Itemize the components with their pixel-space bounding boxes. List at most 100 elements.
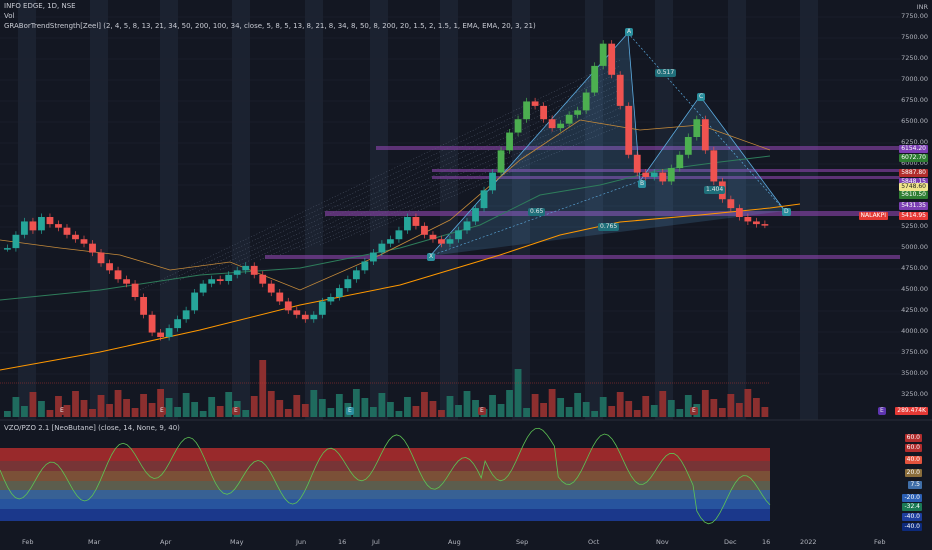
candle[interactable] [710,146,718,185]
candle[interactable] [633,151,641,177]
candle[interactable] [4,244,11,252]
candle[interactable] [63,224,71,239]
candle[interactable] [429,231,437,243]
candle[interactable] [642,169,650,181]
candle[interactable] [752,217,760,228]
candle[interactable] [310,311,318,323]
candle[interactable] [523,97,530,123]
candle[interactable] [344,275,352,292]
candle[interactable] [463,217,471,234]
candle[interactable] [267,280,275,297]
candle[interactable] [106,259,113,274]
earnings-marker[interactable]: E [232,407,240,415]
candle[interactable] [46,213,54,228]
candle[interactable] [233,266,241,279]
candle[interactable] [148,311,156,337]
candle[interactable] [89,240,96,257]
earnings-marker[interactable]: E [690,407,698,415]
candle[interactable] [174,315,182,332]
candle[interactable] [387,235,394,248]
candle[interactable] [616,71,624,110]
indicator-legend[interactable]: GRABorTrendStrength[Zeel] (2, 4, 5, 8, 1… [4,22,536,30]
harmonic-point-d[interactable]: D [782,208,791,216]
candle[interactable] [735,204,743,221]
harmonic-point-b[interactable]: B [638,180,647,188]
earnings-marker[interactable]: E [346,407,354,415]
candle[interactable] [701,115,709,154]
candle[interactable] [276,289,284,305]
candle[interactable] [38,213,45,234]
candle[interactable] [421,222,428,239]
candle[interactable] [514,115,522,137]
candle[interactable] [250,262,258,279]
candle[interactable] [378,240,386,257]
candle[interactable] [455,226,462,243]
candle[interactable] [506,129,513,154]
candle[interactable] [293,306,301,319]
candle[interactable] [693,115,701,141]
candle[interactable] [574,106,582,119]
candle[interactable] [438,235,445,248]
candle[interactable] [497,146,505,177]
candle[interactable] [114,266,122,283]
candle[interactable] [540,102,548,123]
candle[interactable] [335,284,343,301]
candle[interactable] [761,220,769,229]
candle[interactable] [744,213,752,225]
candle[interactable] [352,266,360,283]
candle[interactable] [369,249,377,265]
candle[interactable] [72,231,79,243]
candle[interactable] [55,220,62,232]
candle[interactable] [29,217,37,234]
candle[interactable] [608,40,616,79]
candle[interactable] [599,40,607,70]
candle[interactable] [216,275,224,285]
candle[interactable] [191,289,199,314]
symbol-legend[interactable]: INFO EDGE, 1D, NSE [4,2,76,10]
candle[interactable] [446,235,454,248]
candle[interactable] [472,204,479,225]
candle[interactable] [242,262,250,274]
candle[interactable] [140,293,147,319]
candle[interactable] [684,133,692,159]
candle[interactable] [480,186,488,212]
candle[interactable] [395,226,403,243]
candle[interactable] [327,293,335,305]
candle[interactable] [548,115,556,132]
candle[interactable] [531,97,539,110]
candle[interactable] [21,217,28,239]
candle[interactable] [80,235,88,248]
earnings-marker[interactable]: E [158,407,166,415]
candle[interactable] [225,271,233,285]
candle[interactable] [199,280,207,297]
candle[interactable] [676,151,684,172]
earnings-marker[interactable]: E [878,407,886,415]
candle[interactable] [284,297,292,314]
candle[interactable] [650,169,658,181]
candle[interactable] [727,195,735,212]
harmonic-point-x[interactable]: X [427,253,436,261]
earnings-marker[interactable]: E [478,407,486,415]
candle[interactable] [301,311,309,323]
candle[interactable] [667,164,675,185]
volume-legend[interactable]: Vol [4,12,15,20]
candle[interactable] [259,271,267,288]
candle[interactable] [97,249,105,267]
candle[interactable] [412,213,420,230]
harmonic-point-a[interactable]: A [625,28,634,36]
candle[interactable] [131,280,139,301]
candle[interactable] [659,169,667,185]
candle[interactable] [591,62,599,97]
earnings-marker[interactable]: E [58,407,66,415]
candle[interactable] [182,306,190,323]
harmonic-point-c[interactable]: C [697,93,706,101]
candle[interactable] [557,120,565,132]
candle[interactable] [489,169,496,194]
candle[interactable] [165,324,173,341]
candle[interactable] [404,213,411,234]
candle[interactable] [361,257,369,274]
candle[interactable] [582,89,590,114]
candle[interactable] [123,275,130,288]
candle[interactable] [12,231,20,252]
